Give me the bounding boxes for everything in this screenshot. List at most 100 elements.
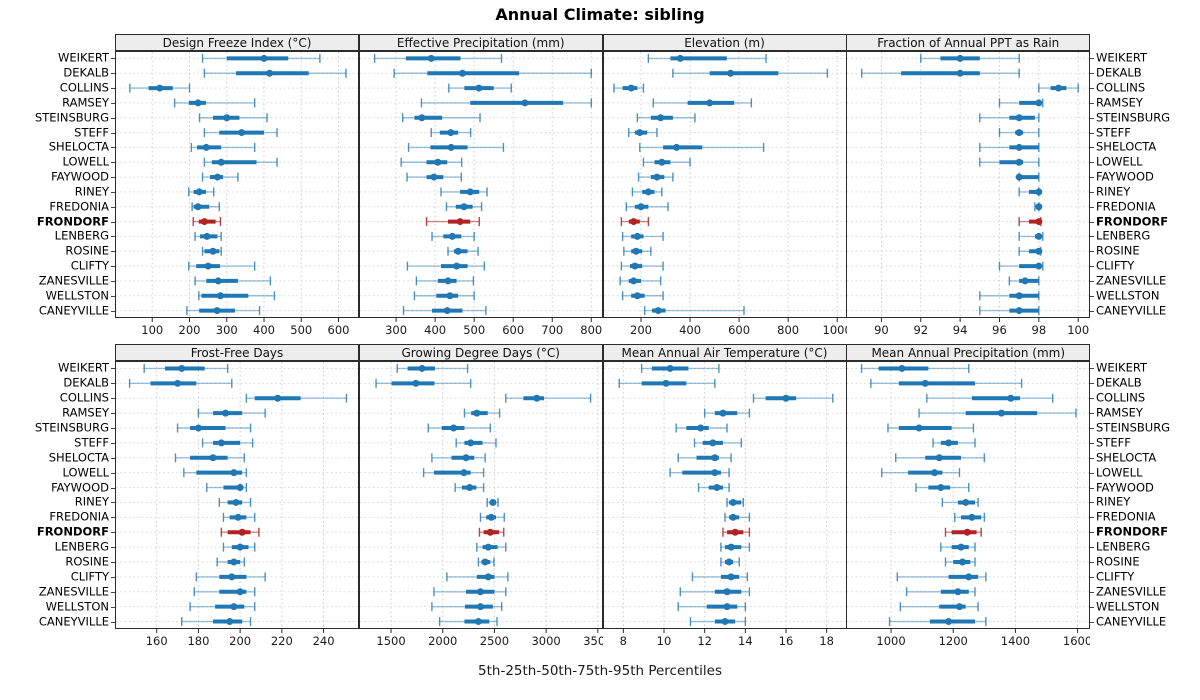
site-label-right-zanesville: ZANESVILLE: [1096, 584, 1167, 599]
site-label-right-weikert: WEIKERT: [1096, 360, 1148, 375]
x-axis-tick-label: 400: [424, 323, 446, 337]
panel-strip-title: Mean Annual Air Temperature (°C): [621, 345, 828, 360]
x-axis-tick-label: 3500: [583, 634, 603, 648]
y-axis-tick-left: [111, 547, 115, 549]
panel-strip-effective-precipitation-mm: Effective Precipitation (mm): [358, 34, 603, 51]
y-axis-tick-right: [1090, 191, 1094, 193]
y-axis-tick-left: [111, 280, 115, 282]
y-axis-tick-left: [111, 576, 115, 578]
site-label-left-lowell: LOWELL: [62, 154, 110, 169]
site-label-left-zanesville: ZANESVILLE: [38, 273, 109, 288]
percentile-interval-weikert: [143, 363, 229, 373]
percentile-interval-lowell: [203, 157, 278, 167]
panel-strip-title: Design Freeze Index (°C): [162, 35, 312, 50]
y-axis-tick-left: [111, 251, 115, 253]
percentile-interval-shelocta: [638, 142, 764, 152]
percentile-interval-riney: [631, 187, 663, 197]
percentile-interval-lenberg: [940, 542, 976, 552]
x-axis-tick-label: 200: [229, 634, 251, 648]
site-label-left-weikert: WEIKERT: [57, 50, 109, 65]
y-axis-tick-right: [1090, 547, 1094, 549]
site-label-right-fredonia: FREDONIA: [1096, 199, 1156, 213]
site-label-left-shelocta: SHELOCTA: [48, 450, 109, 465]
y-axis-tick-left: [111, 398, 115, 400]
site-label-right-wellston: WELLSTON: [1096, 288, 1160, 302]
site-label-right-faywood: FAYWOOD: [1096, 169, 1154, 184]
percentile-interval-lenberg: [475, 542, 507, 552]
x-axis-tick-label: 100: [141, 323, 163, 337]
site-label-left-steinsburg: STEINSBURG: [34, 110, 109, 124]
site-label-right-dekalb: DEKALB: [1096, 375, 1142, 390]
percentile-interval-dekalb: [203, 68, 347, 78]
x-axis-tick-label: 600: [328, 323, 350, 337]
panel-plot-growing-degree-days-c: 1500 2000 2500 3000 3500: [358, 361, 603, 648]
y-axis-tick-right: [1090, 206, 1094, 208]
y-axis-tick-right: [1090, 310, 1094, 312]
site-label-left-clifty: CLIFTY: [70, 569, 109, 584]
percentile-interval-fredonia: [954, 512, 986, 522]
y-axis-tick-left: [111, 383, 115, 385]
y-axis-tick-right: [1090, 621, 1094, 623]
x-axis-tick-label: 500: [463, 323, 485, 337]
site-label-right-clifty: CLIFTY: [1096, 569, 1135, 584]
y-axis-tick-left: [111, 162, 115, 164]
percentile-interval-collins: [245, 393, 348, 403]
y-axis-tick-right: [1090, 517, 1094, 519]
percentile-interval-caneyville: [889, 617, 987, 627]
percentile-interval-steinsburg: [636, 113, 696, 123]
percentile-interval-zanesville: [906, 587, 976, 597]
percentile-interval-fredonia: [723, 512, 750, 522]
x-axis-tick-label: 400: [679, 323, 701, 337]
site-label-right-frondorf: FRONDORF: [1096, 524, 1169, 539]
percentile-interval-weikert: [640, 363, 720, 373]
percentile-interval-caneyville: [689, 617, 746, 627]
site-label-right-riney: RINEY: [1096, 494, 1131, 509]
site-label-right-caneyville: CANEYVILLE: [1096, 613, 1167, 628]
y-axis-tick-left: [111, 310, 115, 312]
y-axis-tick-right: [1090, 368, 1094, 370]
y-axis-tick-left: [111, 621, 115, 623]
y-axis-tick-right: [1090, 236, 1094, 238]
site-label-left-wellston: WELLSTON: [45, 288, 109, 302]
x-axis-tick-label: 300: [216, 323, 238, 337]
site-label-left-fredonia: FREDONIA: [49, 509, 109, 524]
percentile-interval-caneyville: [402, 306, 487, 316]
site-label-left-lenberg: LENBERG: [54, 539, 109, 554]
y-axis-tick-right: [1090, 532, 1094, 534]
percentile-interval-faywood: [915, 483, 970, 493]
x-axis-tick-label: 200: [179, 323, 201, 337]
site-label-right-collins: COLLINS: [1096, 80, 1146, 95]
panel-plot-design-freeze-index-c: 100 200 300 400 500 600: [115, 51, 359, 337]
y-axis-tick-right: [1090, 487, 1094, 489]
percentile-interval-steinsburg: [979, 113, 1040, 123]
percentile-interval-dekalb: [671, 68, 828, 78]
y-axis-tick-right: [1090, 266, 1094, 268]
site-label-right-steinsburg: STEINSBURG: [1096, 110, 1171, 124]
percentile-interval-dekalb: [393, 68, 592, 78]
panel-plot-mean-annual-precipitation-mm: 1000 1200 1400 1600: [846, 361, 1091, 648]
percentile-interval-steff: [430, 128, 472, 138]
panel-strip-fraction-of-annual-ppt-as-rain: Fraction of Annual PPT as Rain: [846, 34, 1091, 51]
percentile-interval-wellston: [899, 602, 980, 612]
percentile-interval-ramsey: [918, 408, 1077, 418]
percentile-interval-lowell: [422, 468, 485, 478]
percentile-interval-shelocta: [677, 453, 732, 463]
site-label-left-weikert: WEIKERT: [57, 360, 109, 375]
panel-strip-elevation-m: Elevation (m): [602, 34, 847, 51]
site-label-right-caneyville: CANEYVILLE: [1096, 302, 1167, 317]
percentile-interval-rosine: [201, 246, 222, 256]
percentile-interval-faywood: [454, 483, 485, 493]
y-axis-tick-right: [1090, 221, 1094, 223]
percentile-interval-steff: [203, 128, 278, 138]
percentile-interval-rosine: [477, 557, 495, 567]
y-axis-tick-left: [111, 221, 115, 223]
y-axis-tick-left: [111, 591, 115, 593]
y-axis-tick-left: [111, 517, 115, 519]
x-axis-tick-label: 100: [1067, 323, 1089, 337]
percentile-interval-shelocta: [430, 453, 486, 463]
x-axis-tick-label: 96: [992, 323, 1007, 337]
percentile-interval-frondorf: [945, 527, 983, 537]
percentile-interval-collins: [129, 83, 191, 93]
site-label-left-lenberg: LENBERG: [54, 228, 109, 243]
